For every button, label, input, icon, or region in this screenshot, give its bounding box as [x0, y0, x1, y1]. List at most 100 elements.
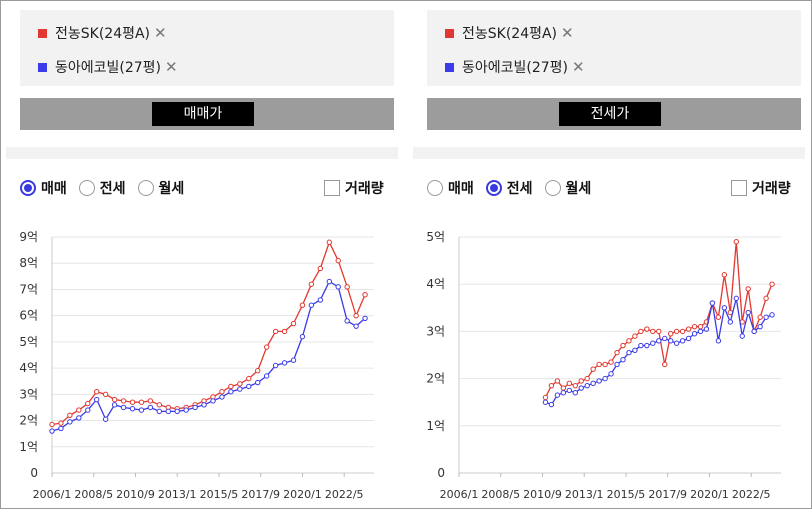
checkbox-label: 거래량: [345, 181, 384, 197]
data-point: [290, 320, 297, 327]
radio-circle[interactable]: [20, 180, 36, 196]
checkbox-box[interactable]: [731, 180, 747, 196]
data-point: [156, 408, 163, 415]
legend-swatch-blue: [445, 62, 454, 72]
radio-sale[interactable]: 매매: [20, 178, 67, 198]
data-point: [673, 328, 680, 335]
close-icon[interactable]: ✕: [572, 58, 585, 76]
sale-price-panel: 전농SK(24평A) ✕ 동아에코빌(27평) ✕ 매매가 매매 전세 월세 거…: [6, 0, 398, 509]
sale-price-button[interactable]: 매매가: [152, 102, 254, 126]
data-point: [201, 402, 207, 408]
y-tick-label: 5억: [19, 335, 38, 349]
data-point: [344, 284, 350, 290]
radio-circle[interactable]: [427, 180, 443, 196]
data-point: [335, 257, 341, 264]
data-point: [129, 399, 136, 405]
close-icon[interactable]: ✕: [561, 24, 574, 42]
data-point: [632, 347, 638, 353]
data-point: [697, 323, 704, 330]
legend-label: 동아에코빌(27평): [462, 60, 569, 76]
data-point: [650, 340, 656, 346]
radio-label: 매매: [41, 181, 67, 197]
data-point: [757, 314, 763, 320]
legend-swatch-red: [445, 28, 454, 38]
jeonse-price-button[interactable]: 전세가: [559, 102, 661, 126]
close-icon[interactable]: ✕: [165, 58, 178, 76]
title-bar: 전세가: [427, 98, 801, 130]
y-tick-label: 3억: [426, 324, 445, 338]
radio-circle[interactable]: [137, 180, 154, 196]
data-point: [237, 381, 243, 387]
y-tick-label: 0: [30, 466, 38, 480]
data-point: [111, 402, 118, 408]
data-point: [76, 415, 82, 421]
legend-item-2: 동아에코빌(27평) ✕: [445, 57, 585, 77]
data-point: [362, 291, 368, 298]
data-point: [650, 328, 656, 335]
radio-monthly[interactable]: 월세: [544, 178, 592, 198]
jeonse-price-panel: 전농SK(24평A) ✕ 동아에코빌(27평) ✕ 전세가 매매 전세 월세 거…: [413, 0, 805, 509]
data-point: [566, 387, 573, 394]
data-point: [548, 401, 555, 408]
data-point: [246, 375, 252, 382]
radio-jeonse[interactable]: 전세: [485, 178, 533, 198]
radio-circle[interactable]: [78, 180, 95, 196]
radio-monthly[interactable]: 월세: [137, 178, 185, 198]
data-point: [554, 392, 561, 398]
legend-swatch-blue: [38, 62, 47, 72]
data-point: [272, 328, 279, 335]
volume-checkbox[interactable]: 거래량: [731, 178, 791, 198]
radio-label: 월세: [158, 181, 185, 197]
data-point: [638, 342, 644, 349]
y-tick-label: 1억: [426, 419, 445, 433]
close-icon[interactable]: ✕: [154, 24, 167, 42]
data-point: [685, 335, 692, 342]
data-point: [94, 389, 100, 395]
x-tick-label: 2006/1: [440, 488, 479, 501]
x-tick-label: 2013/1: [158, 488, 197, 501]
divider: [413, 147, 805, 159]
data-point: [679, 328, 686, 335]
data-point: [685, 326, 692, 332]
radio-circle[interactable]: [544, 180, 561, 196]
data-point: [237, 386, 243, 392]
data-point: [246, 383, 252, 390]
data-point: [662, 361, 668, 368]
title-bar: 매매가: [20, 98, 394, 130]
radio-sale[interactable]: 매매: [427, 178, 474, 198]
data-point: [272, 362, 279, 369]
data-point: [697, 328, 704, 335]
data-point: [620, 357, 626, 363]
legend-label: 전농SK(24평A): [462, 26, 558, 42]
data-point: [129, 406, 136, 412]
volume-checkbox[interactable]: 거래량: [324, 178, 384, 198]
data-point: [542, 394, 549, 401]
data-point: [94, 396, 100, 403]
data-point: [317, 297, 324, 303]
x-tick-label: 2022/5: [732, 488, 771, 501]
data-point: [344, 318, 350, 324]
legend-item-1: 전농SK(24평A) ✕: [445, 23, 574, 43]
data-point: [560, 390, 567, 396]
data-point: [58, 425, 64, 432]
series-line-1: [544, 241, 773, 398]
data-point: [578, 385, 584, 391]
data-point: [662, 335, 668, 342]
radio-label: 월세: [565, 181, 592, 197]
y-tick-label: 2억: [19, 414, 38, 428]
radio-circle[interactable]: [485, 180, 502, 196]
data-point: [721, 305, 728, 311]
data-point: [644, 342, 650, 349]
legend-item-2: 동아에코빌(27평) ✕: [38, 57, 178, 77]
data-point: [335, 284, 341, 290]
checkbox-box[interactable]: [324, 180, 340, 196]
data-point: [147, 398, 154, 404]
y-tick-label: 8억: [19, 256, 38, 270]
data-point: [596, 378, 602, 384]
data-point: [656, 338, 662, 344]
data-point: [165, 408, 171, 415]
data-point: [219, 394, 225, 400]
radio-label: 전세: [506, 181, 533, 197]
data-point: [560, 385, 567, 391]
radio-jeonse[interactable]: 전세: [78, 178, 126, 198]
